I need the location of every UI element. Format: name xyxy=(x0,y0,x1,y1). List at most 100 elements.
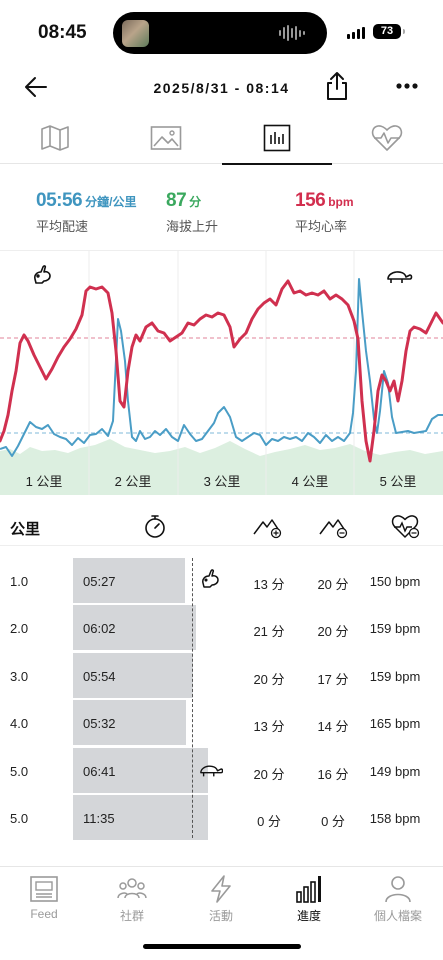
column-km: 公里 xyxy=(10,521,41,538)
media-thumbnail xyxy=(122,20,149,47)
tab-heart-rate[interactable] xyxy=(342,112,432,164)
split-elevation-gain: 20 分 xyxy=(253,671,285,687)
avg-pace-unit: 分鐘/公里 xyxy=(85,195,137,209)
km-label: 4 公里 xyxy=(291,474,329,489)
bottom-navigation: Feed 社群 活動 進度 xyxy=(0,866,443,960)
split-km: 3.0 xyxy=(10,668,29,684)
split-elevation-loss: 0 分 xyxy=(321,814,345,829)
home-indicator xyxy=(143,944,301,949)
lightning-icon xyxy=(211,875,231,903)
elevation-area xyxy=(0,439,443,495)
chart-canvas xyxy=(0,251,443,495)
split-pace: 05:54 xyxy=(83,668,116,684)
nav-progress[interactable]: 進度 xyxy=(265,873,353,924)
km-label: 2 公里 xyxy=(114,474,152,489)
nav-label: 活動 xyxy=(208,909,233,923)
split-heart-rate: 159 bpm xyxy=(369,668,421,684)
split-row[interactable]: 4.0 05:32 13 分 14 分 165 bpm xyxy=(0,700,443,747)
detail-tabs xyxy=(0,112,443,165)
split-km: 5.0 xyxy=(10,811,29,826)
split-pace: 05:32 xyxy=(83,716,116,732)
avg-heart-rate-label: 平均心率 xyxy=(295,219,348,234)
split-elevation-loss: 16 分 xyxy=(317,766,349,782)
battery-icon: 73 xyxy=(373,24,405,39)
split-row[interactable]: 2.0 06:02 21 分 20 分 159 bpm xyxy=(0,605,443,652)
elevation-gain-label: 海拔上升 xyxy=(166,219,219,234)
pace-line xyxy=(0,278,443,457)
split-pace: 05:27 xyxy=(83,574,116,589)
tab-map[interactable] xyxy=(10,112,100,164)
elevation-gain-value: 87 xyxy=(166,190,187,211)
split-elevation-loss: 14 分 xyxy=(317,719,349,735)
nav-label: 社群 xyxy=(119,909,144,923)
pace-bar xyxy=(73,795,208,840)
pace-bar xyxy=(73,605,196,651)
pace-bar xyxy=(73,558,185,603)
map-icon xyxy=(41,125,69,151)
split-heart-rate: 158 bpm xyxy=(369,811,421,826)
elevation-loss-icon xyxy=(319,519,348,539)
elevation-gain-unit: 分 xyxy=(189,195,202,209)
split-chart[interactable]: 1 公里 2 公里 3 公里 4 公里 5 公里 xyxy=(0,250,443,495)
split-row[interactable]: 1.0 05:27 13 分 20 分 150 bpm xyxy=(0,558,443,605)
heart-rate-line xyxy=(0,279,443,463)
average-pace-marker xyxy=(192,558,193,838)
split-heart-rate: 165 bpm xyxy=(369,716,421,732)
split-elevation-gain: 20 分 xyxy=(253,766,285,782)
split-heart-rate: 159 bpm xyxy=(369,621,421,637)
rabbit-icon xyxy=(202,569,219,588)
nav-community[interactable]: 社群 xyxy=(88,873,176,924)
summary-stats: 05:56 分鐘/公里 平均配速 87 分 海拔上升 156 bpm 平均心率 xyxy=(0,190,443,238)
split-pace: 06:41 xyxy=(83,763,116,779)
split-heart-rate: 149 bpm xyxy=(369,763,421,779)
audio-wave-icon xyxy=(279,24,305,42)
split-row[interactable]: 5.0 11:35 0 分 0 分 158 bpm xyxy=(0,795,443,842)
community-icon xyxy=(117,878,147,899)
tab-photos[interactable] xyxy=(121,112,211,164)
km-label: 3 公里 xyxy=(203,474,241,489)
status-bar: 08:45 73 xyxy=(0,0,443,64)
signal-icon xyxy=(347,27,365,39)
more-options-icon[interactable] xyxy=(396,82,418,90)
nav-label: 個人檔案 xyxy=(373,909,422,923)
elevation-gain-icon xyxy=(253,519,282,539)
nav-profile[interactable]: 個人檔案 xyxy=(354,873,442,924)
pace-bar xyxy=(73,652,193,698)
turtle-icon xyxy=(200,765,223,776)
nav-feed[interactable]: Feed xyxy=(0,873,88,921)
turtle-icon xyxy=(387,271,413,283)
back-arrow-icon[interactable] xyxy=(22,74,50,100)
split-pace: 06:02 xyxy=(83,621,116,637)
heart-rate-icon xyxy=(391,515,420,539)
nav-label: Feed xyxy=(30,907,58,921)
split-heart-rate: 150 bpm xyxy=(369,574,421,589)
split-elevation-gain: 13 分 xyxy=(253,577,285,592)
split-elevation-loss: 20 分 xyxy=(317,624,349,640)
heart-rate-icon xyxy=(371,125,403,151)
top-bar: 2025/8/31 - 08:14 xyxy=(0,64,443,110)
split-elevation-gain: 0 分 xyxy=(257,814,281,829)
share-icon[interactable] xyxy=(324,70,350,102)
profile-icon xyxy=(385,876,411,903)
km-label: 1 公里 xyxy=(25,474,63,489)
rabbit-icon xyxy=(34,265,51,284)
split-row[interactable]: 5.0 06:41 20 分 16 分 149 bpm xyxy=(0,747,443,795)
avg-heart-rate-unit: bpm xyxy=(328,195,354,209)
km-label: 5 公里 xyxy=(379,474,417,489)
dynamic-island[interactable] xyxy=(113,12,327,54)
split-row[interactable]: 3.0 05:54 20 分 17 分 159 bpm xyxy=(0,652,443,700)
split-elevation-gain: 21 分 xyxy=(253,624,285,640)
split-elevation-loss: 17 分 xyxy=(317,671,349,687)
avg-pace-label: 平均配速 xyxy=(36,219,89,234)
split-elevation-gain: 13 分 xyxy=(253,719,285,735)
status-time: 08:45 xyxy=(38,22,87,43)
split-km: 2.0 xyxy=(10,621,29,637)
activity-date-title: 2025/8/31 - 08:14 xyxy=(153,80,290,96)
nav-activities[interactable]: 活動 xyxy=(177,873,265,924)
bar-chart-icon xyxy=(263,124,291,152)
nav-label: 進度 xyxy=(296,909,321,923)
splits-table-header: 公里 xyxy=(0,506,443,546)
stat-elevation-gain: 87 分 海拔上升 xyxy=(166,190,218,235)
tab-analysis[interactable] xyxy=(222,112,332,165)
km-gridlines xyxy=(88,251,355,495)
